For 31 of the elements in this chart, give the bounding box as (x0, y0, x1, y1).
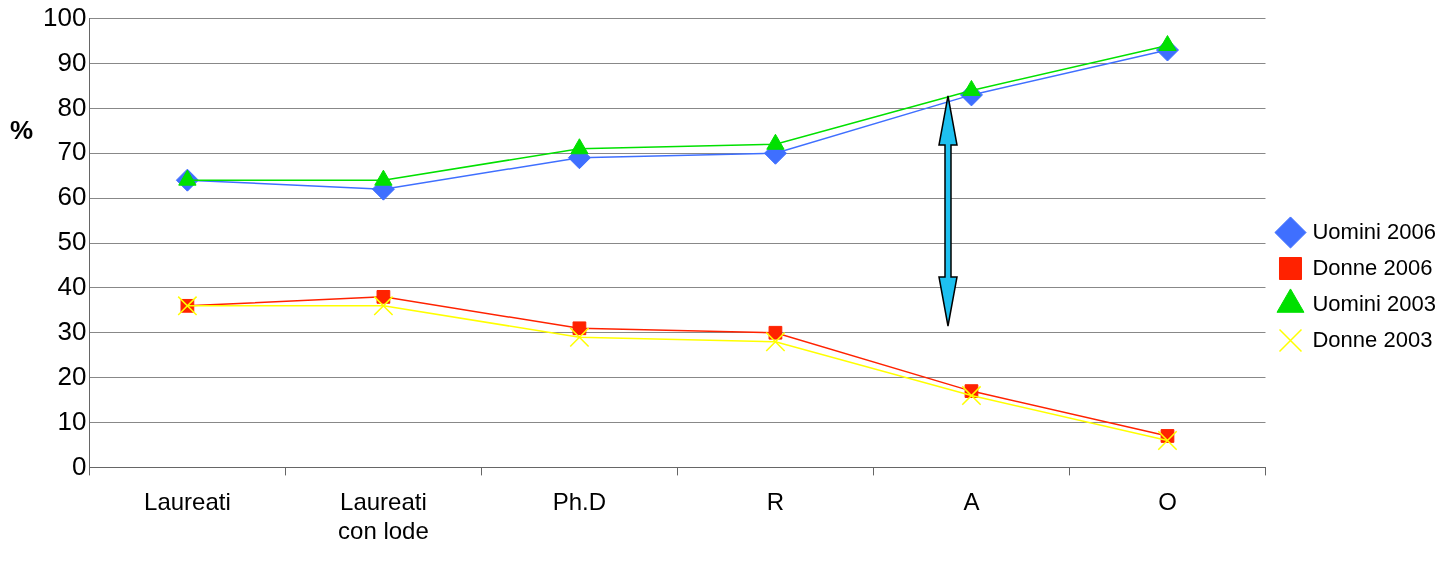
y-tick-label: 100 (42, 1, 87, 32)
x-tick-label: O (1158, 488, 1177, 516)
point (768, 325, 783, 340)
legend-label: Donne 2006 (1312, 254, 1433, 280)
x-tick-label: Ph.D (552, 488, 607, 516)
y-tick-label: 90 (57, 46, 87, 77)
legend-label: Uomini 2006 (1312, 218, 1436, 244)
y-tick-label: 0 (71, 450, 87, 481)
x-tick-label: Laureati (144, 488, 231, 516)
point (765, 331, 786, 352)
point (570, 138, 589, 155)
point (1158, 35, 1177, 52)
y-tick-label: 20 (57, 360, 87, 391)
y-tick-label: 70 (57, 136, 87, 167)
point (569, 327, 590, 348)
point (376, 289, 391, 304)
point (373, 295, 394, 316)
y-tick-label: 10 (57, 405, 87, 436)
y-tick-label: 60 (57, 181, 87, 212)
legend-label: Uomini 2003 (1312, 290, 1436, 316)
y-tick-label: 40 (57, 271, 87, 302)
category-label: con lode (338, 517, 429, 545)
x-tick-label: A (963, 488, 980, 516)
y-tick-label: 50 (57, 226, 87, 257)
legend-label: Donne 2003 (1312, 326, 1433, 352)
y-axis-title: % (10, 115, 34, 146)
y-tick-label: 30 (57, 315, 87, 346)
x-tick-label: R (766, 488, 785, 516)
point (1157, 430, 1178, 451)
y-tick-label: 80 (57, 91, 87, 122)
point (961, 385, 982, 406)
